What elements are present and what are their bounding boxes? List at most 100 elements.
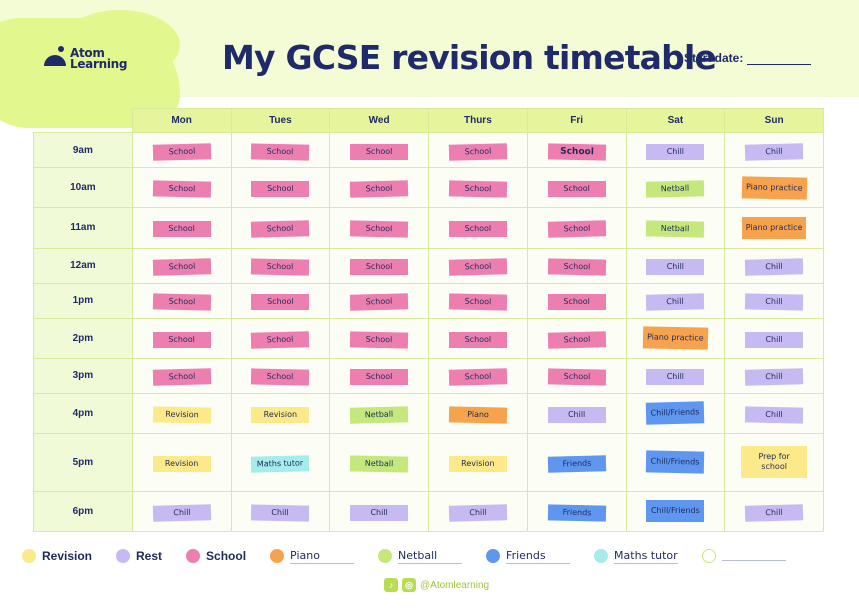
timetable-cell[interactable]: School	[428, 207, 528, 249]
activity-note-chill: Chill	[152, 504, 211, 522]
timetable-cell[interactable]: Piano practice	[724, 166, 824, 209]
timetable-cell[interactable]: Chill	[724, 317, 824, 359]
timetable-cell[interactable]: Chill	[428, 490, 528, 533]
timetable-cell[interactable]: School	[131, 247, 232, 284]
timetable-cell[interactable]: Chill	[724, 357, 824, 394]
timetable-cell[interactable]: School	[526, 247, 627, 284]
timetable-cell[interactable]: Chill/Friends	[625, 490, 726, 533]
activity-note-school: School	[350, 369, 409, 386]
activity-note-school: School	[547, 181, 606, 198]
timetable-cell[interactable]: Chill	[131, 490, 232, 533]
timetable-cell[interactable]: Chill	[625, 282, 726, 319]
timetable-cell[interactable]: School	[526, 282, 627, 319]
timetable-cell[interactable]: Chill	[625, 132, 726, 168]
timetable-cell[interactable]: School	[131, 166, 232, 209]
day-header-thurs: Thurs	[428, 108, 528, 133]
timetable-cell[interactable]: School	[428, 282, 528, 319]
timetable-cell[interactable]: School	[526, 207, 627, 249]
timetable-cell[interactable]: Piano practice	[625, 317, 726, 359]
timetable-cell[interactable]: Piano	[428, 392, 528, 435]
timetable-cell[interactable]: School	[428, 166, 528, 209]
timetable-cell[interactable]: School	[526, 317, 627, 359]
timetable-cell[interactable]: School	[230, 357, 331, 394]
timetable-cell[interactable]: School	[329, 357, 429, 394]
time-label: 2pm	[33, 317, 133, 359]
timetable-cell[interactable]: School	[329, 166, 429, 209]
timetable-cell[interactable]: School	[526, 357, 627, 394]
legend-swatch	[22, 549, 36, 563]
timetable-cell[interactable]: School	[131, 317, 232, 359]
timetable-cell[interactable]: School	[428, 317, 528, 359]
timetable-cell[interactable]: Chill/Friends	[625, 433, 726, 492]
activity-note-chill: Chill	[744, 406, 804, 424]
timetable-cell[interactable]: Chill	[724, 490, 824, 533]
time-label: 9am	[33, 132, 133, 168]
timetable-cell[interactable]: Maths tutor	[230, 433, 331, 492]
timetable-cell[interactable]: Chill	[230, 490, 331, 533]
legend-item-revision: Revision	[22, 549, 92, 563]
timetable-cell[interactable]: School	[428, 357, 528, 394]
start-date-field[interactable]	[747, 53, 812, 65]
timetable-cell[interactable]: Piano practice	[724, 207, 824, 249]
instagram-icon[interactable]: ◎	[402, 578, 416, 592]
activity-note-school: School	[349, 180, 409, 198]
timetable-cell[interactable]: Chill	[724, 282, 824, 319]
timetable-cell[interactable]: School	[230, 282, 331, 319]
timetable-cell[interactable]: Chill	[724, 392, 824, 435]
timetable-cell[interactable]: School	[230, 166, 331, 209]
timetable-cell[interactable]: Netball	[329, 392, 429, 435]
timetable-cell[interactable]: School	[329, 282, 429, 319]
timetable-cell[interactable]: Chill/Friends	[625, 392, 726, 435]
activity-note-school: School	[251, 258, 310, 276]
timetable-cell[interactable]: Revision	[230, 392, 331, 435]
timetable-cell[interactable]: Netball	[625, 166, 726, 209]
timetable-cell[interactable]: School	[131, 282, 232, 319]
timetable-cell[interactable]: Revision	[131, 433, 232, 492]
timetable-cell[interactable]: Chill	[625, 247, 726, 284]
timetable-cell[interactable]: School	[329, 247, 429, 284]
activity-note-friends: Friends	[547, 455, 606, 473]
timetable-cell[interactable]: Netball	[329, 433, 429, 492]
timetable-cell[interactable]: Friends	[526, 490, 627, 533]
activity-note-netball: Netball	[646, 220, 705, 238]
timetable-cell[interactable]: School	[526, 132, 627, 168]
activity-note-chill: Chill	[646, 259, 705, 275]
timetable-cell[interactable]: Revision	[428, 433, 528, 492]
timetable-cell[interactable]: School	[329, 207, 429, 249]
timetable-cell[interactable]: Chill	[724, 247, 824, 284]
timetable-cell[interactable]: School	[329, 317, 429, 359]
timetable-cell[interactable]: Chill	[724, 132, 824, 168]
timetable-cell[interactable]: Chill	[329, 490, 429, 533]
activity-note-school: School	[251, 330, 310, 349]
timetable-cell[interactable]: School	[230, 317, 331, 359]
timetable-cell[interactable]: School	[230, 132, 331, 168]
time-label: 1pm	[33, 282, 133, 319]
timetable-cell[interactable]: School	[526, 166, 627, 209]
activity-note-school: School	[152, 142, 211, 161]
timetable-cell[interactable]: School	[230, 207, 331, 249]
activity-note-netball: Netball	[349, 455, 409, 473]
activity-note-school: School	[448, 368, 508, 387]
timetable-cell[interactable]: School	[428, 132, 528, 168]
time-row: 10am School School School School School Netbal…	[33, 166, 824, 209]
timetable-cell[interactable]: Chill	[526, 392, 627, 435]
timetable-cell[interactable]: Chill	[625, 357, 726, 394]
timetable-cell[interactable]: Netball	[625, 207, 726, 249]
activity-note-school: School	[349, 331, 409, 349]
timetable-cell[interactable]: Prep for school	[724, 433, 824, 492]
legend-label[interactable]	[722, 551, 787, 561]
timetable-cell[interactable]: School	[131, 357, 232, 394]
day-header-sun: Sun	[724, 108, 824, 133]
tiktok-icon[interactable]: ♪	[384, 578, 398, 592]
timetable-cell[interactable]: School	[131, 132, 232, 168]
activity-note-school: School	[152, 180, 211, 198]
timetable-cell[interactable]: Revision	[131, 392, 232, 435]
timetable-cell[interactable]: School	[131, 207, 232, 249]
activity-note-piano-practice: Piano practice	[642, 326, 708, 350]
timetable-cell[interactable]: School	[329, 132, 429, 168]
timetable-cell[interactable]: Friends	[526, 433, 627, 492]
activity-note-chill: Chill	[547, 406, 606, 423]
timetable-cell[interactable]: School	[428, 247, 528, 284]
activity-note-school: School	[448, 258, 508, 276]
timetable-cell[interactable]: School	[230, 247, 331, 284]
